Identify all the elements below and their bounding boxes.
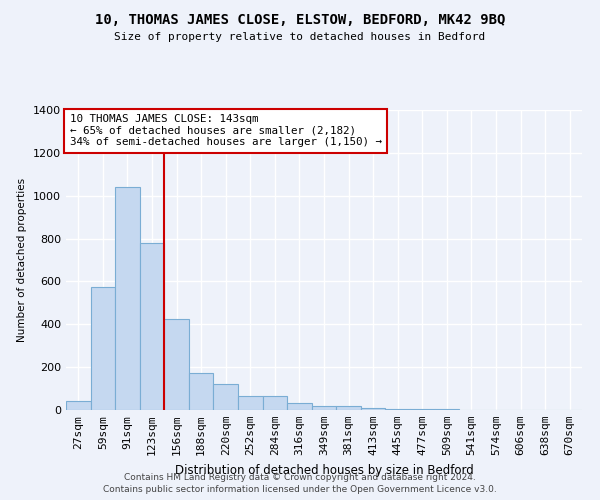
- Y-axis label: Number of detached properties: Number of detached properties: [17, 178, 28, 342]
- Bar: [287, 402, 312, 410]
- Bar: [410, 409, 434, 410]
- Bar: [189, 372, 214, 410]
- Bar: [66, 402, 91, 410]
- Text: Size of property relative to detached houses in Bedford: Size of property relative to detached ho…: [115, 32, 485, 42]
- Text: 10, THOMAS JAMES CLOSE, ELSTOW, BEDFORD, MK42 9BQ: 10, THOMAS JAMES CLOSE, ELSTOW, BEDFORD,…: [95, 12, 505, 26]
- Bar: [214, 384, 238, 410]
- Bar: [115, 187, 140, 410]
- Bar: [361, 408, 385, 410]
- Bar: [238, 396, 263, 410]
- Text: Contains public sector information licensed under the Open Government Licence v3: Contains public sector information licen…: [103, 485, 497, 494]
- X-axis label: Distribution of detached houses by size in Bedford: Distribution of detached houses by size …: [175, 464, 473, 476]
- Bar: [385, 409, 410, 410]
- Bar: [336, 406, 361, 410]
- Text: Contains HM Land Registry data © Crown copyright and database right 2024.: Contains HM Land Registry data © Crown c…: [124, 472, 476, 482]
- Bar: [140, 243, 164, 410]
- Bar: [91, 287, 115, 410]
- Bar: [263, 396, 287, 410]
- Text: 10 THOMAS JAMES CLOSE: 143sqm
← 65% of detached houses are smaller (2,182)
34% o: 10 THOMAS JAMES CLOSE: 143sqm ← 65% of d…: [70, 114, 382, 148]
- Bar: [312, 406, 336, 410]
- Bar: [164, 319, 189, 410]
